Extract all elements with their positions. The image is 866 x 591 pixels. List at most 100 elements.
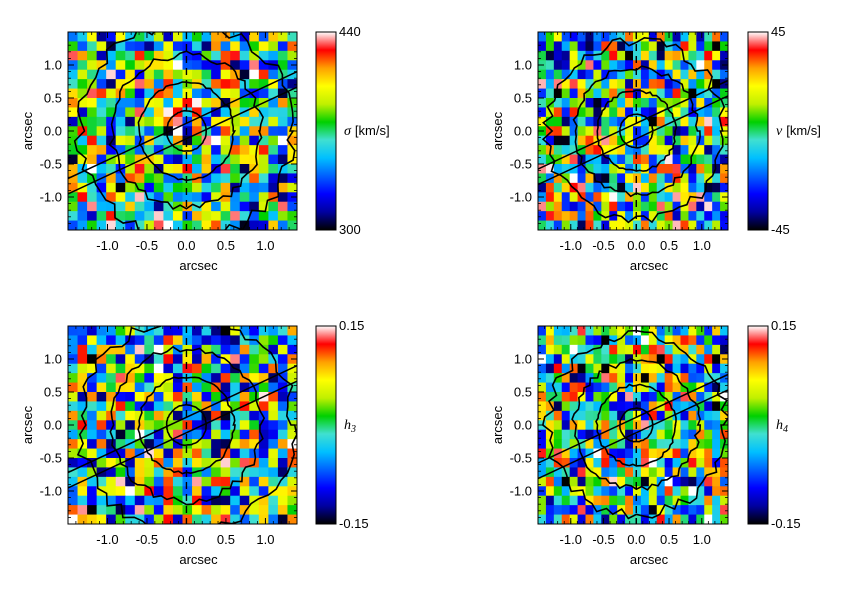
heatmap-cell <box>144 344 155 355</box>
heatmap-cell <box>134 335 145 346</box>
heatmap-cell <box>68 154 79 165</box>
heatmap-cell <box>640 354 650 365</box>
heatmap-cell <box>220 60 231 71</box>
heatmap-cell <box>538 373 547 384</box>
heatmap-cell <box>672 50 682 61</box>
heatmap-cell <box>569 98 579 109</box>
heatmap-cell <box>249 135 260 146</box>
heatmap-cell <box>153 420 165 431</box>
heatmap-cell <box>553 410 563 421</box>
heatmap-cell <box>87 354 98 365</box>
heatmap-cell <box>656 182 666 193</box>
contour-line <box>571 358 702 491</box>
heatmap-cell <box>115 211 126 222</box>
heatmap-cell <box>258 448 269 459</box>
heatmap-cell <box>625 514 634 524</box>
heatmap-cell <box>704 382 713 393</box>
x-tick-label: -1.0 <box>96 532 118 547</box>
heatmap-cell <box>106 69 117 80</box>
heatmap-cell <box>688 60 697 71</box>
heatmap-cell <box>68 467 79 478</box>
heatmap-cell <box>545 373 555 384</box>
heatmap-cell <box>125 211 136 222</box>
heatmap-cell <box>712 420 721 431</box>
heatmap-cell <box>720 448 728 459</box>
contour-line <box>572 65 701 198</box>
heatmap-cell <box>201 135 212 146</box>
heatmap-cell <box>617 373 626 384</box>
heatmap-cell <box>192 41 203 52</box>
heatmap-cell <box>585 326 595 337</box>
heatmap-cell <box>538 88 547 99</box>
heatmap-cell <box>585 448 595 459</box>
heatmap-cell <box>601 88 610 99</box>
heatmap-cell <box>211 145 222 156</box>
heatmap-cell <box>106 116 117 127</box>
heatmap-cell <box>192 410 203 421</box>
heatmap-cell <box>172 135 184 146</box>
heatmap-cell <box>239 458 250 469</box>
heatmap-cell <box>704 116 713 127</box>
heatmap-cell <box>182 154 193 165</box>
heatmap-cell <box>617 448 626 459</box>
heatmap-cell <box>115 79 126 90</box>
heatmap-cell <box>96 354 107 365</box>
heatmap-cell <box>672 448 682 459</box>
heatmap-cell <box>577 50 587 61</box>
heatmap-cell <box>553 429 563 440</box>
heatmap-cell <box>115 201 126 212</box>
heatmap-cell <box>585 88 595 99</box>
heatmap-cell <box>220 182 231 193</box>
heatmap-cell <box>87 495 98 506</box>
heatmap-cell <box>153 382 165 393</box>
panel-top-left: -1.0 -0.5 0.0 0.5 1.01.00.50.0-0.5-1.0arcsec… <box>20 24 390 273</box>
x-tick-label: -0.5 <box>136 238 158 253</box>
heatmap-cell <box>220 79 231 90</box>
heatmap-cell <box>182 458 193 469</box>
heatmap-cell <box>617 495 626 506</box>
heatmap-cell <box>268 429 279 440</box>
heatmap-cell <box>153 326 165 337</box>
heatmap-cell <box>561 201 571 212</box>
heatmap-cell <box>172 505 184 516</box>
heatmap-cell <box>239 420 250 431</box>
heatmap-cell <box>211 467 222 478</box>
heatmap-cell <box>182 201 193 212</box>
heatmap-cell <box>696 373 705 384</box>
heatmap-cell <box>87 514 98 524</box>
heatmap-cell <box>153 145 165 156</box>
heatmap-cell <box>569 32 579 43</box>
heatmap-cell <box>182 220 193 230</box>
heatmap-cell <box>720 79 728 90</box>
heatmap-cell <box>577 344 587 355</box>
heatmap-cell <box>125 486 136 497</box>
heatmap-cell <box>163 458 174 469</box>
heatmap-cell <box>720 98 728 109</box>
heatmap-cell <box>77 88 88 99</box>
heatmap-cell <box>561 32 571 43</box>
heatmap-cell <box>712 154 721 165</box>
heatmap-cell <box>545 382 555 393</box>
heatmap-cell <box>287 182 297 193</box>
heatmap-cell <box>258 476 269 487</box>
heatmap-cell <box>617 164 626 175</box>
heatmap-cell <box>249 60 260 71</box>
heatmap-cell <box>96 32 107 43</box>
heatmap-cell <box>664 448 674 459</box>
heatmap-cell <box>696 145 705 156</box>
heatmap-cell <box>640 107 650 118</box>
heatmap-cell <box>609 164 618 175</box>
heatmap-cell <box>230 458 241 469</box>
heatmap-cell <box>201 154 212 165</box>
heatmap-cell <box>553 107 563 118</box>
heatmap-cell <box>144 41 155 52</box>
heatmap-cell <box>672 41 682 52</box>
heatmap-cell <box>601 41 610 52</box>
heatmap-cell <box>239 439 250 450</box>
heatmap-cell <box>192 154 203 165</box>
heatmap-cell <box>287 514 297 524</box>
y-tick-label: 1.0 <box>44 58 62 73</box>
heatmap-cell <box>561 401 571 412</box>
heatmap-cell <box>680 173 690 184</box>
